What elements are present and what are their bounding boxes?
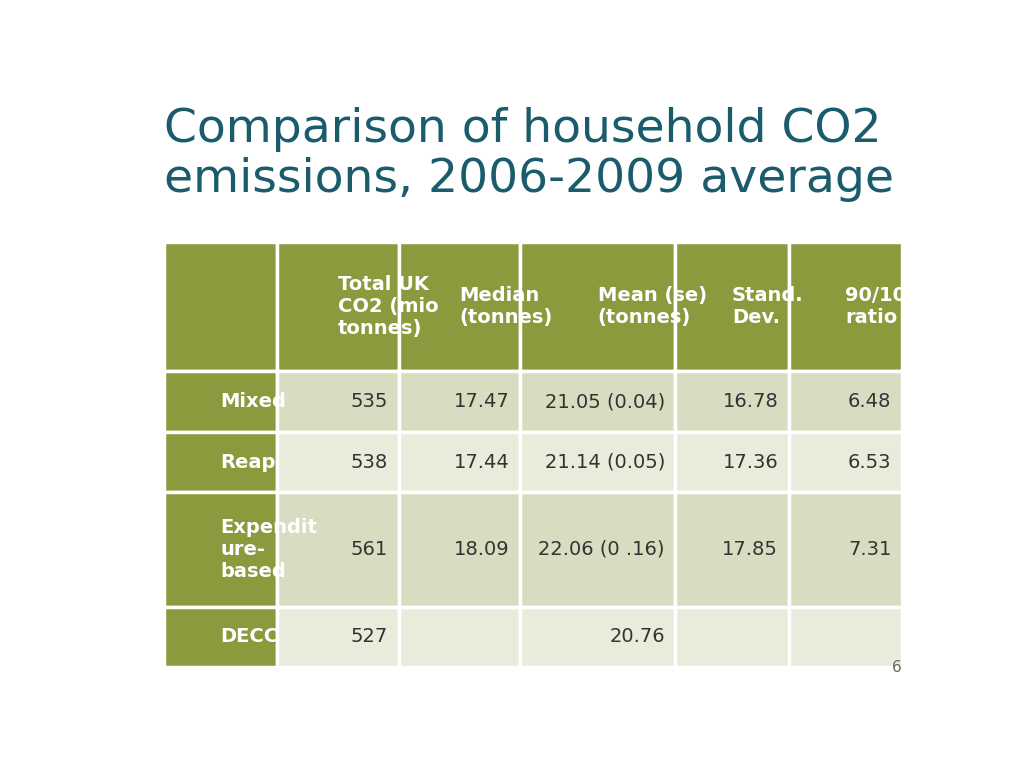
Bar	[788, 607, 902, 667]
Text: 20.76: 20.76	[609, 627, 665, 647]
Text: Mixed: Mixed	[220, 392, 286, 411]
Bar	[164, 372, 276, 432]
Text: 17.47: 17.47	[454, 392, 510, 411]
Bar	[788, 242, 902, 372]
Text: 90/10
ratio: 90/10 ratio	[845, 286, 906, 327]
Bar	[398, 493, 520, 607]
Bar	[276, 432, 398, 493]
Text: 22.06 (0 .16): 22.06 (0 .16)	[539, 540, 665, 559]
Bar	[276, 607, 398, 667]
Text: 527: 527	[351, 627, 388, 647]
Text: 17.44: 17.44	[454, 453, 510, 472]
Text: 17.85: 17.85	[722, 540, 778, 559]
Bar	[788, 493, 902, 607]
Text: Expendit
ure-
based: Expendit ure- based	[220, 518, 317, 581]
Text: 6: 6	[892, 660, 902, 675]
Bar	[276, 493, 398, 607]
Text: 21.14 (0.05): 21.14 (0.05)	[545, 453, 665, 472]
Text: Reap: Reap	[220, 453, 275, 472]
Text: Total UK
CO2 (mio
tonnes): Total UK CO2 (mio tonnes)	[338, 275, 438, 339]
Bar	[520, 432, 675, 493]
Text: 561: 561	[351, 540, 388, 559]
Bar	[276, 242, 398, 372]
Bar	[164, 493, 276, 607]
Bar	[398, 242, 520, 372]
Bar	[520, 372, 675, 432]
Bar	[164, 607, 276, 667]
Bar	[675, 493, 788, 607]
Text: 17.36: 17.36	[723, 453, 778, 472]
Bar	[398, 607, 520, 667]
Bar	[164, 242, 276, 372]
Text: 16.78: 16.78	[723, 392, 778, 411]
Text: 7.31: 7.31	[848, 540, 892, 559]
Bar	[398, 432, 520, 493]
Text: Median
(tonnes): Median (tonnes)	[460, 286, 553, 327]
Bar	[788, 372, 902, 432]
Text: 21.05 (0.04): 21.05 (0.04)	[545, 392, 665, 411]
Bar	[520, 242, 675, 372]
Bar	[675, 432, 788, 493]
Text: 18.09: 18.09	[455, 540, 510, 559]
Bar	[788, 432, 902, 493]
Text: 6.53: 6.53	[848, 453, 892, 472]
Text: DECC: DECC	[220, 627, 279, 647]
Bar	[675, 607, 788, 667]
Bar	[675, 372, 788, 432]
Text: Mean (se)
(tonnes): Mean (se) (tonnes)	[598, 286, 707, 327]
Text: 535: 535	[351, 392, 388, 411]
Text: Stand.
Dev.: Stand. Dev.	[732, 286, 804, 327]
Text: 538: 538	[351, 453, 388, 472]
Text: Comparison of household CO2
emissions, 2006-2009 average: Comparison of household CO2 emissions, 2…	[164, 106, 894, 202]
Bar	[164, 432, 276, 493]
Bar	[520, 493, 675, 607]
Bar	[276, 372, 398, 432]
Bar	[520, 607, 675, 667]
Bar	[398, 372, 520, 432]
Text: 6.48: 6.48	[848, 392, 892, 411]
Bar	[675, 242, 788, 372]
